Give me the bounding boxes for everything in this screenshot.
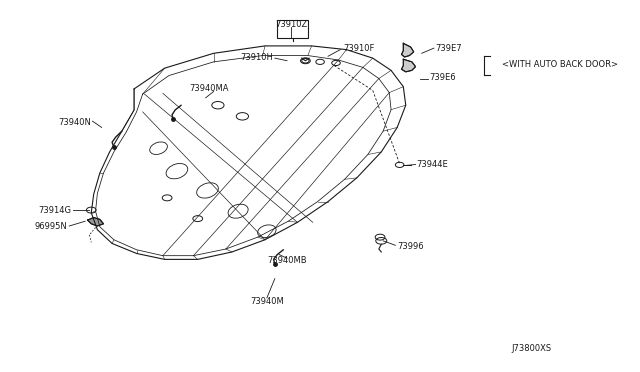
- Text: 739E7: 739E7: [435, 44, 462, 53]
- Text: 73940MB: 73940MB: [268, 256, 307, 265]
- Text: 73910Z: 73910Z: [275, 20, 307, 29]
- Text: 73940N: 73940N: [58, 118, 92, 127]
- Text: 73944E: 73944E: [417, 160, 449, 169]
- Polygon shape: [401, 43, 413, 57]
- Text: 96995N: 96995N: [34, 221, 67, 231]
- Text: 73940M: 73940M: [250, 297, 284, 306]
- Text: <WITH AUTO BACK DOOR>: <WITH AUTO BACK DOOR>: [502, 60, 618, 69]
- Polygon shape: [401, 59, 415, 72]
- Text: 73996: 73996: [397, 242, 424, 251]
- Bar: [277, 20, 308, 38]
- Text: 739E6: 739E6: [429, 73, 456, 82]
- Text: J73800XS: J73800XS: [511, 344, 552, 353]
- Text: 73910H: 73910H: [240, 52, 273, 61]
- Polygon shape: [88, 218, 104, 226]
- Text: 73940MA: 73940MA: [189, 84, 228, 93]
- Text: 73914G: 73914G: [38, 206, 71, 215]
- Text: 73910F: 73910F: [343, 44, 375, 53]
